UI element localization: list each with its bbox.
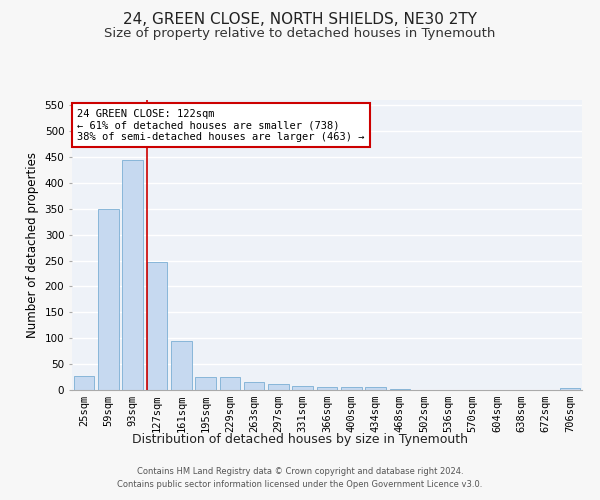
Bar	[195, 377, 216, 390]
Text: Contains public sector information licensed under the Open Government Licence v3: Contains public sector information licen…	[118, 480, 482, 489]
Text: 24, GREEN CLOSE, NORTH SHIELDS, NE30 2TY: 24, GREEN CLOSE, NORTH SHIELDS, NE30 2TY	[123, 12, 477, 28]
Bar	[244, 382, 265, 390]
Bar	[268, 384, 289, 390]
Text: 24 GREEN CLOSE: 122sqm
← 61% of detached houses are smaller (738)
38% of semi-de: 24 GREEN CLOSE: 122sqm ← 61% of detached…	[77, 108, 365, 142]
Text: Distribution of detached houses by size in Tynemouth: Distribution of detached houses by size …	[132, 432, 468, 446]
Bar	[122, 160, 143, 390]
Text: Size of property relative to detached houses in Tynemouth: Size of property relative to detached ho…	[104, 28, 496, 40]
Bar	[146, 262, 167, 390]
Bar	[341, 388, 362, 390]
Bar	[74, 376, 94, 390]
Bar	[365, 388, 386, 390]
Bar	[98, 209, 119, 390]
Text: Contains HM Land Registry data © Crown copyright and database right 2024.: Contains HM Land Registry data © Crown c…	[137, 468, 463, 476]
Bar	[292, 386, 313, 390]
Bar	[220, 377, 240, 390]
Bar	[560, 388, 580, 390]
Bar	[317, 387, 337, 390]
Y-axis label: Number of detached properties: Number of detached properties	[26, 152, 39, 338]
Bar	[171, 341, 191, 390]
